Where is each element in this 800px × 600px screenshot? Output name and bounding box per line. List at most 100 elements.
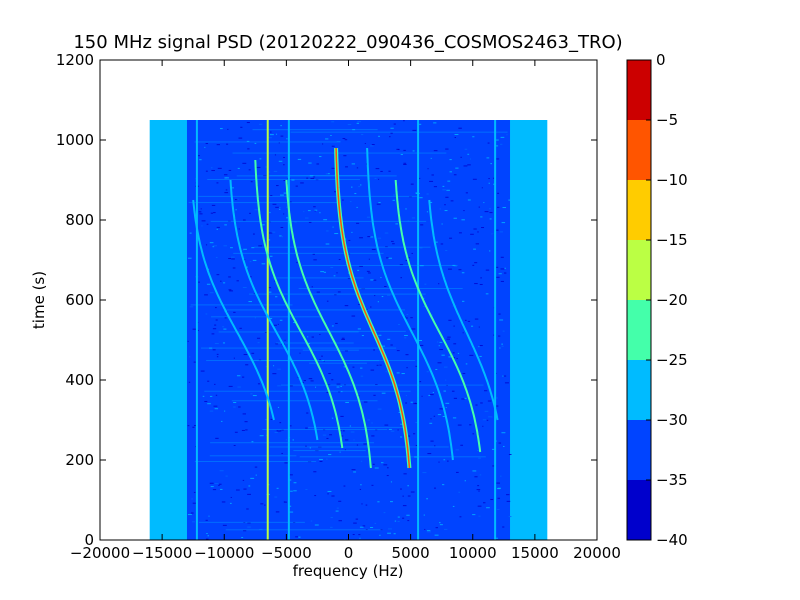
noise-speck (487, 400, 492, 402)
noise-speck (360, 184, 362, 186)
noise-speck (284, 501, 288, 503)
noise-speck (228, 258, 231, 260)
noise-speck (228, 385, 233, 387)
noise-speck (496, 488, 501, 490)
noise-speck (336, 272, 338, 274)
colorbar-tick-label: −15 (656, 231, 688, 249)
noise-speck (484, 390, 488, 392)
noise-speck (243, 522, 246, 524)
noise-speck (453, 397, 458, 399)
noise-speck (192, 502, 197, 504)
noise-speck (453, 265, 458, 267)
noise-streak (302, 264, 458, 266)
noise-speck (338, 520, 342, 522)
noise-speck (453, 174, 457, 176)
noise-speck (445, 379, 447, 381)
noise-speck (192, 328, 197, 330)
noise-speck (433, 487, 437, 489)
noise-speck (248, 301, 253, 303)
noise-speck (205, 313, 208, 315)
noise-speck (211, 170, 215, 172)
noise-speck (442, 416, 445, 418)
noise-speck (427, 168, 429, 170)
noise-speck (290, 490, 293, 492)
colorbar-tick-label: 0 (656, 51, 666, 69)
noise-speck (439, 341, 443, 343)
noise-speck (331, 379, 334, 381)
noise-speck (334, 191, 337, 193)
noise-speck (446, 384, 448, 386)
noise-speck (265, 419, 268, 421)
noise-speck (357, 269, 360, 271)
noise-speck (429, 394, 434, 396)
noise-speck (308, 221, 312, 223)
noise-speck (269, 134, 274, 136)
noise-speck (269, 318, 273, 320)
noise-speck (404, 334, 408, 336)
noise-speck (343, 384, 347, 386)
noise-speck (348, 239, 351, 241)
noise-speck (331, 145, 335, 147)
noise-speck (491, 233, 496, 235)
noise-speck (247, 148, 250, 150)
noise-speck (224, 177, 227, 179)
noise-speck (319, 156, 322, 158)
noise-speck (444, 210, 448, 212)
noise-speck (251, 247, 255, 249)
noise-speck (293, 521, 296, 523)
noise-speck (365, 529, 368, 531)
noise-speck (483, 202, 485, 204)
noise-speck (412, 129, 417, 131)
noise-speck (221, 501, 226, 503)
noise-speck (187, 340, 189, 342)
noise-speck (426, 531, 431, 533)
noise-speck (220, 488, 223, 490)
noise-speck (356, 167, 359, 169)
noise-speck (497, 192, 500, 194)
noise-speck (498, 313, 501, 315)
noise-speck (447, 268, 452, 270)
noise-speck (219, 128, 223, 130)
noise-speck (201, 220, 206, 222)
noise-speck (443, 459, 446, 461)
noise-speck (489, 212, 493, 214)
noise-speck (208, 515, 210, 517)
noise-speck (475, 243, 480, 245)
noise-speck (411, 252, 413, 254)
noise-speck (480, 216, 483, 218)
noise-speck (478, 515, 481, 517)
noise-speck (472, 433, 475, 435)
noise-speck (453, 325, 455, 327)
noise-speck (484, 211, 489, 213)
noise-speck (472, 178, 477, 180)
noise-speck (431, 174, 434, 176)
y-axis-ticks: 0 200 400 600 800 1000 1200 (56, 51, 597, 549)
noise-speck (355, 518, 359, 520)
noise-speck (473, 228, 477, 230)
noise-speck (378, 202, 381, 204)
noise-speck (435, 241, 438, 243)
noise-speck (390, 481, 393, 483)
noise-speck (258, 359, 262, 361)
noise-speck (480, 277, 482, 279)
noise-speck (254, 209, 259, 211)
noise-speck (461, 272, 465, 274)
noise-speck (354, 193, 357, 195)
noise-speck (400, 488, 402, 490)
noise-speck (255, 474, 257, 476)
noise-speck (452, 352, 455, 354)
noise-speck (397, 521, 400, 523)
noise-speck (315, 179, 319, 181)
noise-speck (402, 505, 407, 507)
noise-speck (252, 259, 257, 261)
noise-speck (238, 406, 241, 408)
noise-speck (502, 375, 507, 377)
noise-speck (433, 186, 437, 188)
noise-speck (312, 176, 316, 178)
noise-speck (309, 175, 314, 177)
noise-speck (278, 160, 283, 162)
noise-speck (477, 450, 480, 452)
noise-speck (366, 309, 368, 311)
noise-speck (381, 392, 386, 394)
noise-speck (469, 354, 474, 356)
